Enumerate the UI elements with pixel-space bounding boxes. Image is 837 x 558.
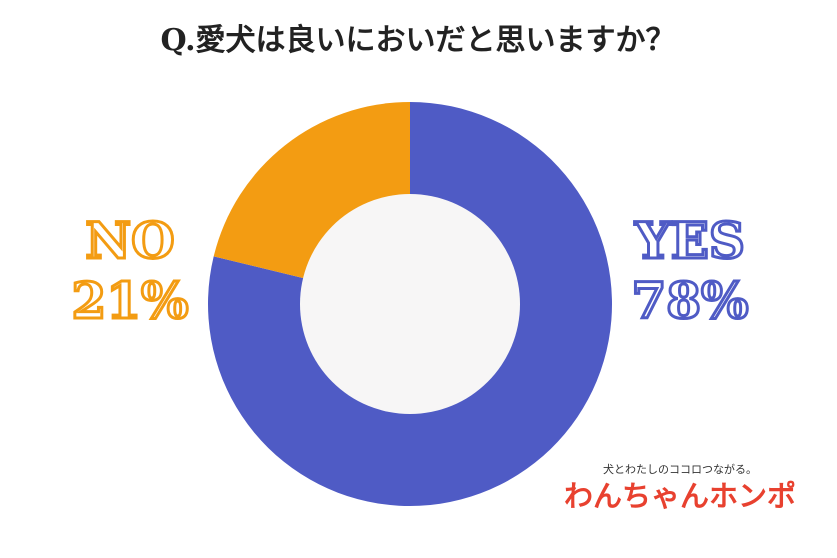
- chart-title: Q.愛犬は良いにおいだと思いますか？: [160, 23, 675, 58]
- legend-label: NO: [85, 211, 174, 270]
- value-label: 21%: [71, 271, 188, 330]
- logo-name: わんちゃんホンポ: [564, 479, 796, 513]
- logo-tagline: 犬とわたしのココロつながる。: [603, 462, 757, 476]
- value-label: 78%: [631, 271, 748, 330]
- legend-label: YES: [634, 211, 745, 270]
- donut-hole: [300, 194, 520, 414]
